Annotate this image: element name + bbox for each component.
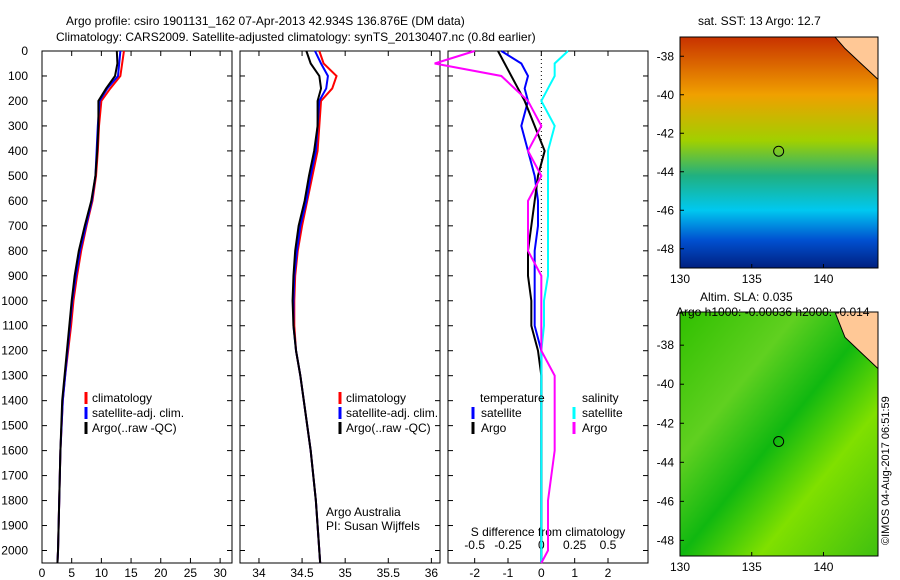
legend-label: climatology xyxy=(92,391,152,405)
depth-tick-label: 400 xyxy=(8,144,28,158)
x-tick-label: -2 xyxy=(469,566,480,580)
argo-position-marker xyxy=(773,145,785,157)
annotation: Argo Australia xyxy=(326,505,401,519)
map-y-tick-label: -38 xyxy=(657,49,675,63)
x-tick-label: 0 xyxy=(538,566,545,580)
legend-label: satellite-adj. clim. xyxy=(346,406,438,420)
plot-frame-salinity xyxy=(239,50,441,564)
x-tick-label: 5 xyxy=(68,566,75,580)
x-tick-label: 35.5 xyxy=(377,566,401,580)
x-tick-label: -1 xyxy=(503,566,514,580)
depth-tick-label: 600 xyxy=(8,194,28,208)
x-tick-label: 0 xyxy=(39,566,46,580)
x2-tick-label: -0.5 xyxy=(464,538,485,552)
map-y-tick-label: -38 xyxy=(657,338,675,352)
x-tick-label: 36 xyxy=(425,566,439,580)
land-mass xyxy=(833,36,879,81)
x-tick-label: 34.5 xyxy=(290,566,314,580)
legend-label: Argo(..raw -QC) xyxy=(346,421,431,435)
legend-label: satellite xyxy=(582,406,623,420)
argo-position-marker xyxy=(773,435,785,447)
land-mass xyxy=(834,311,879,370)
sla-map-title: Altim. SLA: 0.035 xyxy=(700,290,793,304)
depth-tick-label: 1100 xyxy=(2,319,28,333)
map-y-tick-label: -46 xyxy=(657,203,675,217)
depth-tick-label: 1900 xyxy=(1,519,28,533)
sla-map xyxy=(679,311,879,557)
x-tick-label: 10 xyxy=(95,566,109,580)
map-x-tick-label: 140 xyxy=(813,272,833,286)
plot-frame-difference xyxy=(447,50,649,564)
figure-title: Argo profile: csiro 1901131_162 07-Apr-2… xyxy=(66,14,465,28)
legend-label: climatology xyxy=(346,391,406,405)
map-y-tick-label: -48 xyxy=(657,242,675,256)
imos-stamp: ©IMOS 04-Aug-2017 06:51:59 xyxy=(880,396,892,545)
legend-label: Argo xyxy=(582,421,608,435)
sst-map-title: sat. SST: 13 Argo: 12.7 xyxy=(698,14,821,28)
depth-tick-label: 0 xyxy=(21,44,28,58)
depth-tick-label: 1800 xyxy=(1,494,28,508)
depth-tick-label: 800 xyxy=(8,244,28,258)
x2-tick-label: 0.25 xyxy=(563,538,587,552)
map-y-tick-label: -48 xyxy=(657,533,675,547)
map-x-tick-label: 135 xyxy=(742,272,762,286)
series-line-temperature xyxy=(56,50,119,564)
depth-tick-label: 1400 xyxy=(1,394,28,408)
x2-tick-label: -0.25 xyxy=(494,538,522,552)
map-y-tick-label: -46 xyxy=(657,494,675,508)
legend-label: satellite-adj. clim. xyxy=(92,406,184,420)
annotation: PI: Susan Wijffels xyxy=(326,519,420,533)
depth-tick-label: 1200 xyxy=(1,344,28,358)
series-line-salinity xyxy=(291,50,323,564)
map-y-tick-label: -40 xyxy=(657,377,675,391)
legend-title: temperature xyxy=(480,391,545,405)
x-tick-label: 25 xyxy=(184,566,198,580)
map-y-tick-label: -44 xyxy=(657,455,675,469)
depth-tick-label: 700 xyxy=(8,219,28,233)
legend-label: Argo xyxy=(481,421,507,435)
depth-tick-label: 1500 xyxy=(1,419,28,433)
depth-tick-label: 300 xyxy=(8,119,28,133)
depth-tick-label: 2000 xyxy=(1,544,28,558)
map-y-tick-label: -40 xyxy=(657,88,675,102)
sst-map xyxy=(679,36,879,269)
map-x-tick-label: 135 xyxy=(742,560,762,574)
x-tick-label: 34 xyxy=(252,566,266,580)
series-line-difference xyxy=(540,50,569,563)
depth-tick-label: 1700 xyxy=(1,469,28,483)
map-x-tick-label: 130 xyxy=(670,560,690,574)
x-tick-label: 20 xyxy=(154,566,168,580)
x-tick-label: 35 xyxy=(338,566,352,580)
map-y-tick-label: -44 xyxy=(657,165,675,179)
x-tick-label: 15 xyxy=(124,566,138,580)
x-tick-label: 1 xyxy=(571,566,578,580)
series-line-difference xyxy=(434,50,556,564)
depth-tick-label: 500 xyxy=(8,169,28,183)
map-x-tick-label: 140 xyxy=(813,560,833,574)
figure-subtitle: Climatology: CARS2009. Satellite-adjuste… xyxy=(56,30,536,44)
depth-tick-label: 1000 xyxy=(1,294,28,308)
legend-label: satellite xyxy=(481,406,522,420)
depth-tick-label: 900 xyxy=(8,269,28,283)
x-tick-label: 2 xyxy=(605,566,612,580)
x2-tick-label: 0.5 xyxy=(600,538,617,552)
sla-map-subtitle: Argo h1000: -0.00036 h2000: -0.014 xyxy=(676,305,870,319)
depth-tick-label: 200 xyxy=(8,94,28,108)
legend-label: Argo(..raw -QC) xyxy=(92,421,177,435)
map-y-tick-label: -42 xyxy=(657,416,675,430)
map-x-tick-label: 130 xyxy=(670,272,690,286)
depth-tick-label: 100 xyxy=(8,69,28,83)
depth-tick-label: 1600 xyxy=(1,444,28,458)
legend-title: salinity xyxy=(582,391,619,405)
x-tick-label: 30 xyxy=(213,566,227,580)
depth-tick-label: 1300 xyxy=(1,369,28,383)
map-y-tick-label: -42 xyxy=(657,126,675,140)
